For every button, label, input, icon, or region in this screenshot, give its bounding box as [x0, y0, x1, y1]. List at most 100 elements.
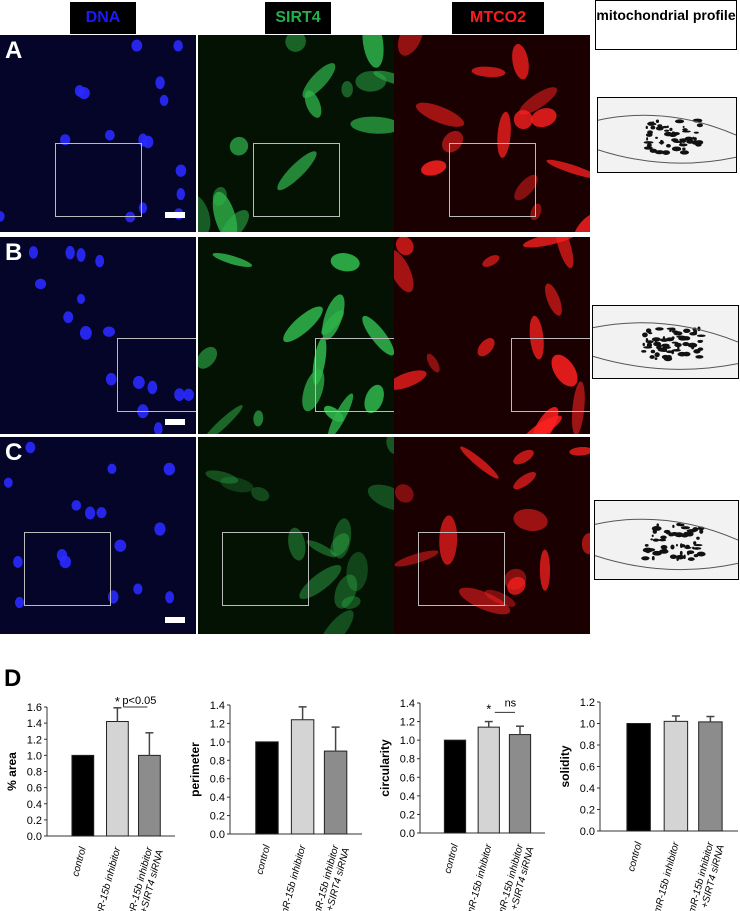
cell	[34, 278, 47, 290]
chart-solidity: 0.0 0.2 0.4 0.6 0.8 1.0 1.2 solidity control mR-1…	[558, 697, 738, 911]
cell	[283, 306, 323, 343]
cell	[212, 252, 253, 268]
cell	[107, 463, 117, 475]
scale-bar	[165, 617, 185, 623]
y-tick-label: 0.2	[580, 805, 595, 817]
cell	[507, 576, 526, 595]
cell	[482, 255, 500, 267]
cell	[334, 574, 358, 609]
cell	[460, 446, 499, 479]
y-axis-label: perimeter	[188, 742, 202, 797]
cell	[28, 246, 38, 259]
cell	[546, 159, 590, 179]
y-tick-label: 0.2	[27, 815, 42, 827]
cell	[312, 337, 327, 385]
cell	[332, 518, 352, 559]
bar	[477, 726, 500, 834]
cell	[514, 174, 538, 201]
cell	[176, 188, 186, 201]
y-tick-label: 0.0	[27, 831, 42, 843]
y-tick-label: 0.0	[580, 826, 595, 838]
y-axis-label: solidity	[558, 745, 572, 787]
row-label: B	[5, 239, 23, 266]
micrograph-b-dna: B	[0, 237, 196, 434]
cell	[394, 249, 414, 293]
cell	[394, 550, 439, 567]
micrograph-a-mtco2	[394, 35, 590, 232]
cell	[59, 134, 71, 146]
cell	[175, 164, 187, 177]
y-tick-label: 0.4	[580, 783, 595, 795]
cell	[183, 388, 194, 401]
cell	[306, 540, 337, 558]
micrograph-b-sirt4	[198, 237, 394, 434]
roi-box	[24, 532, 111, 606]
cell	[229, 136, 249, 156]
cell	[524, 415, 562, 434]
y-tick-label: 0.8	[27, 767, 42, 779]
cell	[0, 210, 5, 222]
y-tick-label: 1.6	[27, 702, 42, 714]
x-tick-label: mR-15b inhibitor	[465, 842, 495, 911]
row-label: C	[5, 439, 23, 466]
y-tick-label: 1.0	[27, 750, 42, 762]
cell	[397, 35, 424, 56]
micrograph-a-dna: A	[0, 35, 196, 232]
cell	[442, 130, 464, 153]
bar	[443, 739, 467, 834]
panel-d-label: D	[4, 665, 22, 692]
cell	[85, 506, 96, 520]
cell	[198, 346, 218, 369]
cell	[96, 507, 107, 519]
y-axis-label: circularity	[378, 739, 392, 797]
row-label: A	[5, 37, 23, 64]
cell	[174, 388, 185, 402]
cell	[13, 556, 23, 568]
y-tick-label: 1.0	[400, 735, 415, 747]
cell	[220, 210, 249, 232]
cell	[103, 326, 115, 337]
y-tick-label: 0.8	[400, 754, 415, 766]
x-tick-label: mR-15b inhibitor+SIRT4 siRNA	[312, 843, 352, 911]
cell	[355, 71, 387, 92]
chart-circularity: 0.0 0.2 0.4 0.6 0.8 1.0 1.2 1.4 circularity contr…	[378, 697, 545, 911]
bar	[323, 750, 348, 835]
x-tick-label: control	[254, 843, 273, 876]
cell	[362, 35, 384, 68]
cell	[581, 533, 590, 555]
micrograph-c-sirt4	[198, 437, 394, 634]
x-tick-label: mR-15b inhibitor	[94, 845, 124, 911]
cell	[202, 405, 243, 434]
x-tick-label: control	[626, 840, 645, 873]
cell	[395, 237, 414, 256]
cell	[253, 410, 264, 427]
bar	[138, 754, 161, 837]
significance-label: ns	[505, 697, 517, 709]
cell	[513, 508, 548, 532]
cell	[569, 446, 590, 456]
mitochondrial-profile-image	[592, 305, 739, 379]
cell	[341, 81, 353, 98]
mitochondrial-profile-image	[594, 500, 739, 580]
y-tick-label: 1.4	[210, 700, 225, 712]
cell	[138, 202, 148, 214]
cell	[155, 76, 165, 90]
significance-label: p<0.05	[122, 695, 156, 707]
cell	[76, 248, 86, 262]
cell	[395, 484, 414, 503]
y-tick-label: 0.2	[400, 809, 415, 821]
cell	[71, 500, 82, 511]
y-tick-label: 0.2	[210, 811, 225, 823]
cell	[77, 293, 86, 304]
cell	[65, 245, 75, 260]
chart-perimeter: 0.0 0.2 0.4 0.6 0.8 1.0 1.2 1.4 perimeter control…	[188, 700, 362, 911]
cell	[504, 568, 527, 590]
cell	[513, 449, 534, 465]
header-dna: DNA	[70, 2, 136, 34]
cell	[319, 610, 354, 634]
cell	[364, 384, 384, 414]
cell	[132, 375, 145, 389]
y-tick-label: 1.2	[27, 734, 42, 746]
cell	[3, 477, 13, 488]
cell	[220, 476, 254, 493]
